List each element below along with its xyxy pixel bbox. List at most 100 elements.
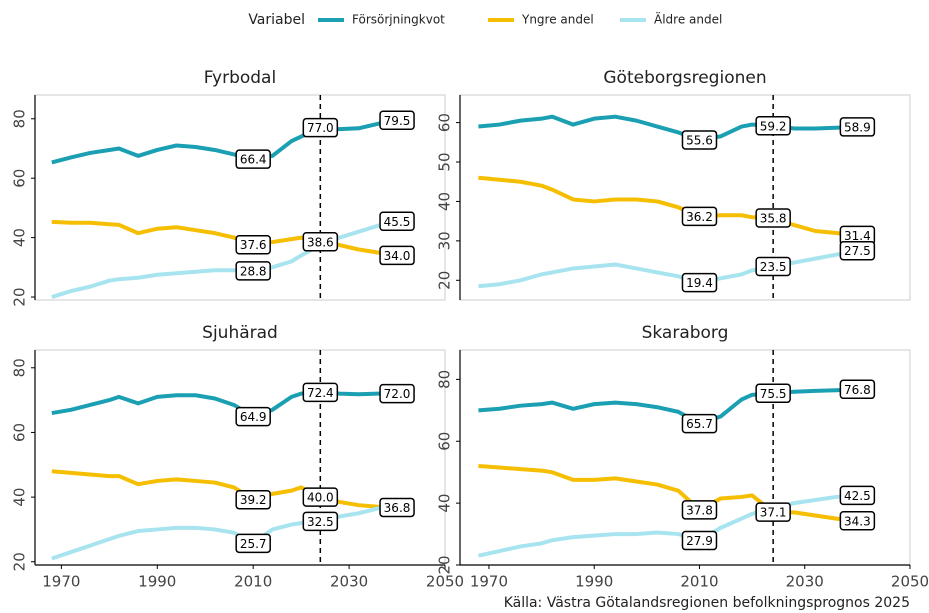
value-label: 65.7: [686, 417, 713, 431]
series-line: [51, 219, 398, 258]
value-label-box: [302, 511, 339, 532]
value-label-box: [681, 500, 718, 520]
y-tick-label: 20: [11, 287, 29, 306]
value-label: 27.5: [844, 244, 871, 258]
y-tick-label: 20: [436, 271, 454, 290]
value-label: 45.5: [384, 215, 411, 229]
value-label: 34.0: [384, 249, 411, 263]
x-tick-label: 1990: [138, 573, 176, 591]
series-line: [478, 175, 858, 238]
value-label-box: [681, 530, 718, 551]
value-label-box: [681, 272, 718, 293]
value-label: 25.7: [240, 537, 267, 551]
y-tick-label: 40: [436, 494, 454, 513]
x-tick-label: 2030: [330, 573, 368, 591]
value-label-box: [755, 502, 791, 522]
value-label-box: [302, 117, 339, 138]
value-label-box: [379, 383, 415, 404]
value-label: 38.6: [307, 235, 334, 249]
x-tick-label: 1970: [470, 573, 508, 591]
value-label: 59.2: [760, 119, 787, 133]
value-label-box: [379, 110, 415, 131]
value-label: 37.1: [760, 506, 787, 520]
series-line: [478, 464, 858, 523]
value-label: 72.0: [384, 387, 411, 401]
value-label: 27.9: [686, 534, 713, 548]
value-label-box: [379, 497, 415, 518]
value-label: 39.2: [240, 493, 267, 507]
value-label-box: [235, 261, 271, 281]
panel-title: Skaraborg: [642, 323, 729, 343]
y-tick-label: 40: [11, 488, 29, 507]
value-label-box: [839, 117, 876, 137]
value-label: 34.3: [844, 514, 871, 528]
legend-title: Variabel: [248, 12, 305, 28]
value-label-box: [839, 240, 876, 261]
y-tick-label: 20: [11, 552, 29, 571]
y-tick-label: 80: [436, 370, 454, 389]
value-label: 36.8: [384, 501, 411, 515]
series-line: [478, 387, 858, 426]
series-line: [478, 114, 858, 142]
series-line: [51, 390, 398, 419]
x-tick-label: 1990: [575, 573, 613, 591]
y-tick-label: 60: [11, 169, 29, 188]
panel-border: [34, 349, 446, 566]
y-tick-label: 40: [436, 192, 454, 211]
series-line: [51, 219, 398, 299]
x-tick-label: 2050: [891, 573, 929, 591]
value-label-box: [235, 533, 271, 554]
value-label: 23.5: [760, 260, 787, 274]
x-tick-label: 2010: [234, 573, 272, 591]
value-label-box: [302, 382, 339, 403]
value-label: 32.5: [307, 515, 334, 529]
value-label-box: [755, 116, 791, 136]
value-label: 55.6: [686, 133, 713, 147]
value-label-box: [755, 383, 791, 404]
value-label: 31.4: [844, 229, 871, 243]
value-label-box: [681, 130, 718, 150]
legend-label: Försörjningkvot: [352, 13, 445, 27]
value-label-box: [839, 511, 876, 531]
y-tick-label: 60: [436, 113, 454, 132]
value-label: 77.0: [307, 121, 334, 135]
value-label-box: [235, 406, 271, 427]
value-label-box: [235, 234, 271, 255]
value-label: 58.9: [844, 120, 871, 134]
y-tick-label: 80: [11, 358, 29, 377]
legend-label: Yngre andel: [521, 13, 594, 27]
value-label-box: [302, 232, 339, 252]
value-label: 76.8: [844, 383, 871, 397]
value-label: 64.9: [240, 410, 267, 424]
panel-title: Sjuhärad: [202, 323, 278, 343]
value-label: 37.6: [240, 238, 267, 252]
y-tick-label: 30: [436, 231, 454, 250]
y-tick-label: 60: [11, 423, 29, 442]
panel-title: Göteborgsregionen: [603, 68, 766, 88]
value-label-box: [839, 485, 876, 506]
panel-title: Fyrbodal: [204, 68, 276, 88]
series-line: [477, 493, 858, 558]
value-label-box: [379, 245, 415, 266]
x-tick-label: 1970: [42, 573, 80, 591]
x-tick-label: 2030: [786, 573, 824, 591]
value-label-box: [681, 413, 718, 434]
value-label: 75.5: [760, 387, 787, 401]
series-line: [51, 469, 398, 510]
value-label: 37.8: [686, 503, 713, 517]
legend-label: Äldre andel: [654, 12, 722, 27]
series-line: [51, 503, 398, 561]
value-label-box: [681, 206, 718, 227]
value-label-box: [379, 211, 415, 232]
y-tick-label: 20: [436, 555, 454, 574]
y-tick-label: 50: [436, 152, 454, 171]
value-label: 79.5: [384, 114, 411, 128]
value-label-box: [235, 489, 271, 510]
value-label: 36.2: [686, 210, 713, 224]
value-label: 42.5: [844, 489, 871, 503]
value-label-box: [302, 487, 339, 507]
value-label: 40.0: [307, 491, 334, 505]
y-tick-label: 60: [436, 432, 454, 451]
value-label: 19.4: [686, 276, 713, 290]
